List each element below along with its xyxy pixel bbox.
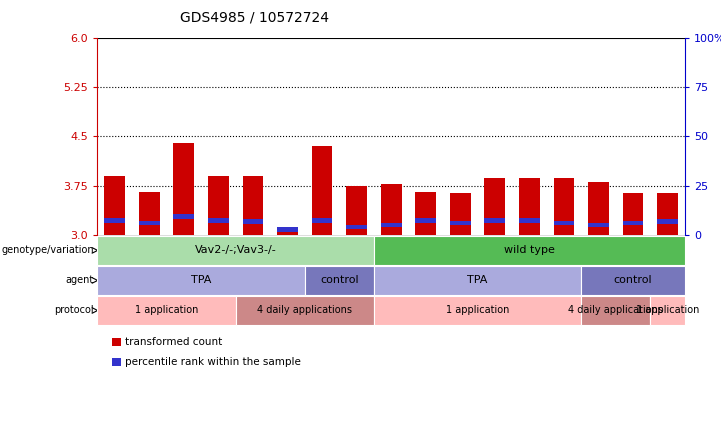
Bar xyxy=(381,184,402,235)
Text: transformed count: transformed count xyxy=(125,337,222,347)
Bar xyxy=(208,176,229,235)
Bar xyxy=(485,178,505,235)
Bar xyxy=(277,227,298,232)
Text: 4 daily applications: 4 daily applications xyxy=(257,305,353,316)
Text: 4 daily applications: 4 daily applications xyxy=(568,305,663,316)
Bar xyxy=(105,218,125,222)
Bar xyxy=(173,214,194,219)
Bar xyxy=(242,220,263,224)
Bar xyxy=(311,146,332,235)
Bar xyxy=(588,182,609,235)
Bar xyxy=(623,221,643,225)
Text: TPA: TPA xyxy=(191,275,211,286)
Bar xyxy=(173,143,194,235)
Bar xyxy=(381,222,402,227)
Bar xyxy=(208,218,229,222)
Bar xyxy=(242,176,263,235)
Bar xyxy=(450,221,471,225)
Bar xyxy=(623,193,643,235)
Bar xyxy=(311,218,332,222)
Bar xyxy=(415,192,436,235)
Bar xyxy=(139,192,159,235)
Text: percentile rank within the sample: percentile rank within the sample xyxy=(125,357,301,367)
Text: 1 application: 1 application xyxy=(446,305,509,316)
Bar xyxy=(519,178,540,235)
Text: agent: agent xyxy=(66,275,94,286)
Text: protocol: protocol xyxy=(54,305,94,316)
Text: control: control xyxy=(320,275,358,286)
Text: 1 application: 1 application xyxy=(636,305,699,316)
Text: TPA: TPA xyxy=(467,275,487,286)
Bar xyxy=(450,193,471,235)
Bar xyxy=(658,220,678,224)
Bar xyxy=(519,218,540,222)
Text: GDS4985 / 10572724: GDS4985 / 10572724 xyxy=(180,11,329,25)
Text: wild type: wild type xyxy=(504,245,555,255)
Text: control: control xyxy=(614,275,653,286)
Bar xyxy=(554,178,575,235)
Bar xyxy=(485,218,505,222)
Bar xyxy=(658,193,678,235)
Bar xyxy=(554,221,575,225)
Text: Vav2-/-;Vav3-/-: Vav2-/-;Vav3-/- xyxy=(195,245,276,255)
Text: 1 application: 1 application xyxy=(135,305,198,316)
Bar xyxy=(346,225,367,229)
Text: genotype/variation: genotype/variation xyxy=(1,245,94,255)
Bar xyxy=(139,221,159,225)
Bar xyxy=(105,176,125,235)
Bar xyxy=(415,218,436,222)
Bar xyxy=(346,186,367,235)
Bar xyxy=(277,228,298,235)
Bar xyxy=(588,222,609,227)
